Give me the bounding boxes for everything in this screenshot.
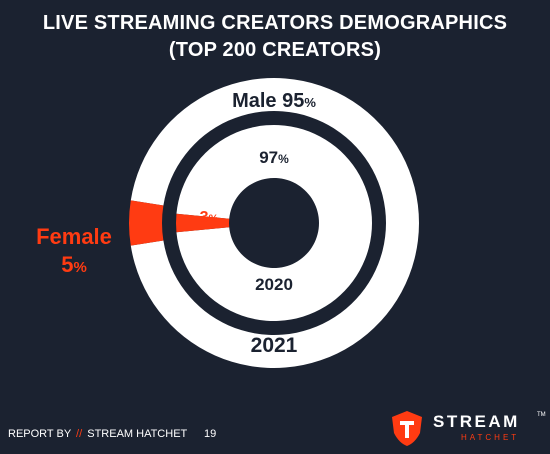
female-2020-label: 3% bbox=[200, 209, 219, 226]
footer-report-by-text: REPORT BY bbox=[8, 428, 71, 440]
male-2020-label: 97% bbox=[259, 148, 289, 167]
stream-hatchet-logo: STREAM TM HATCHET bbox=[387, 408, 547, 448]
female-2021-value: 5% bbox=[61, 252, 87, 277]
inner-ring-male-segment bbox=[176, 125, 372, 321]
year-2020-label: 2020 bbox=[255, 275, 293, 294]
year-2021-label: 2021 bbox=[251, 334, 298, 357]
inner-ring-2020 bbox=[175, 125, 372, 321]
logo-trademark: TM bbox=[537, 412, 546, 418]
outer-ring-male-segment bbox=[130, 77, 419, 369]
hatchet-shield-icon bbox=[392, 411, 422, 446]
page-number: 19 bbox=[204, 428, 217, 440]
outer-ring-2021 bbox=[128, 77, 419, 369]
male-2021-label: Male 95% bbox=[232, 90, 316, 112]
female-2021-label: Female 5% bbox=[24, 223, 124, 282]
footer-report-by: REPORT BY // STREAM HATCHET bbox=[8, 428, 187, 440]
outer-ring-female-segment bbox=[128, 200, 164, 246]
female-2021-name: Female bbox=[36, 224, 112, 249]
footer-brand: STREAM HATCHET bbox=[87, 428, 188, 440]
logo-word: STREAM bbox=[433, 412, 520, 431]
footer-slash: // bbox=[76, 428, 83, 440]
chart-title-line1: LIVE STREAMING CREATORS DEMOGRAPHICS bbox=[42, 12, 508, 34]
inner-ring-female-segment bbox=[175, 213, 230, 233]
logo-subword: HATCHET bbox=[461, 433, 520, 442]
chart-title-line2: (TOP 200 CREATORS) bbox=[168, 39, 382, 61]
chart-title: LIVE STREAMING CREATORS DEMOGRAPHICS (TO… bbox=[0, 10, 550, 64]
